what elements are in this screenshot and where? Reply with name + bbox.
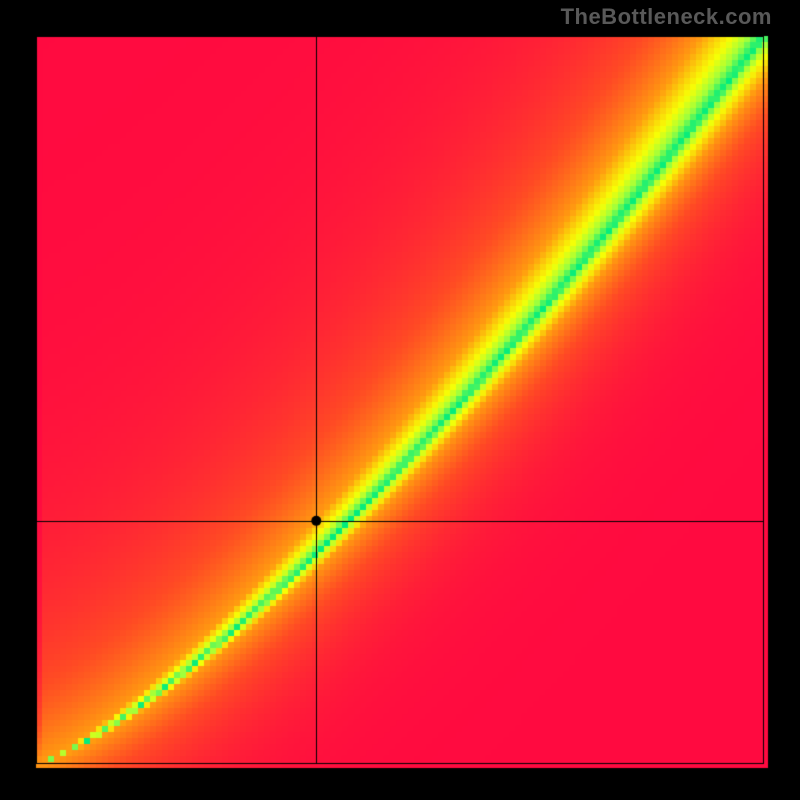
bottleneck-heatmap <box>0 0 800 800</box>
watermark-text: TheBottleneck.com <box>561 4 772 30</box>
